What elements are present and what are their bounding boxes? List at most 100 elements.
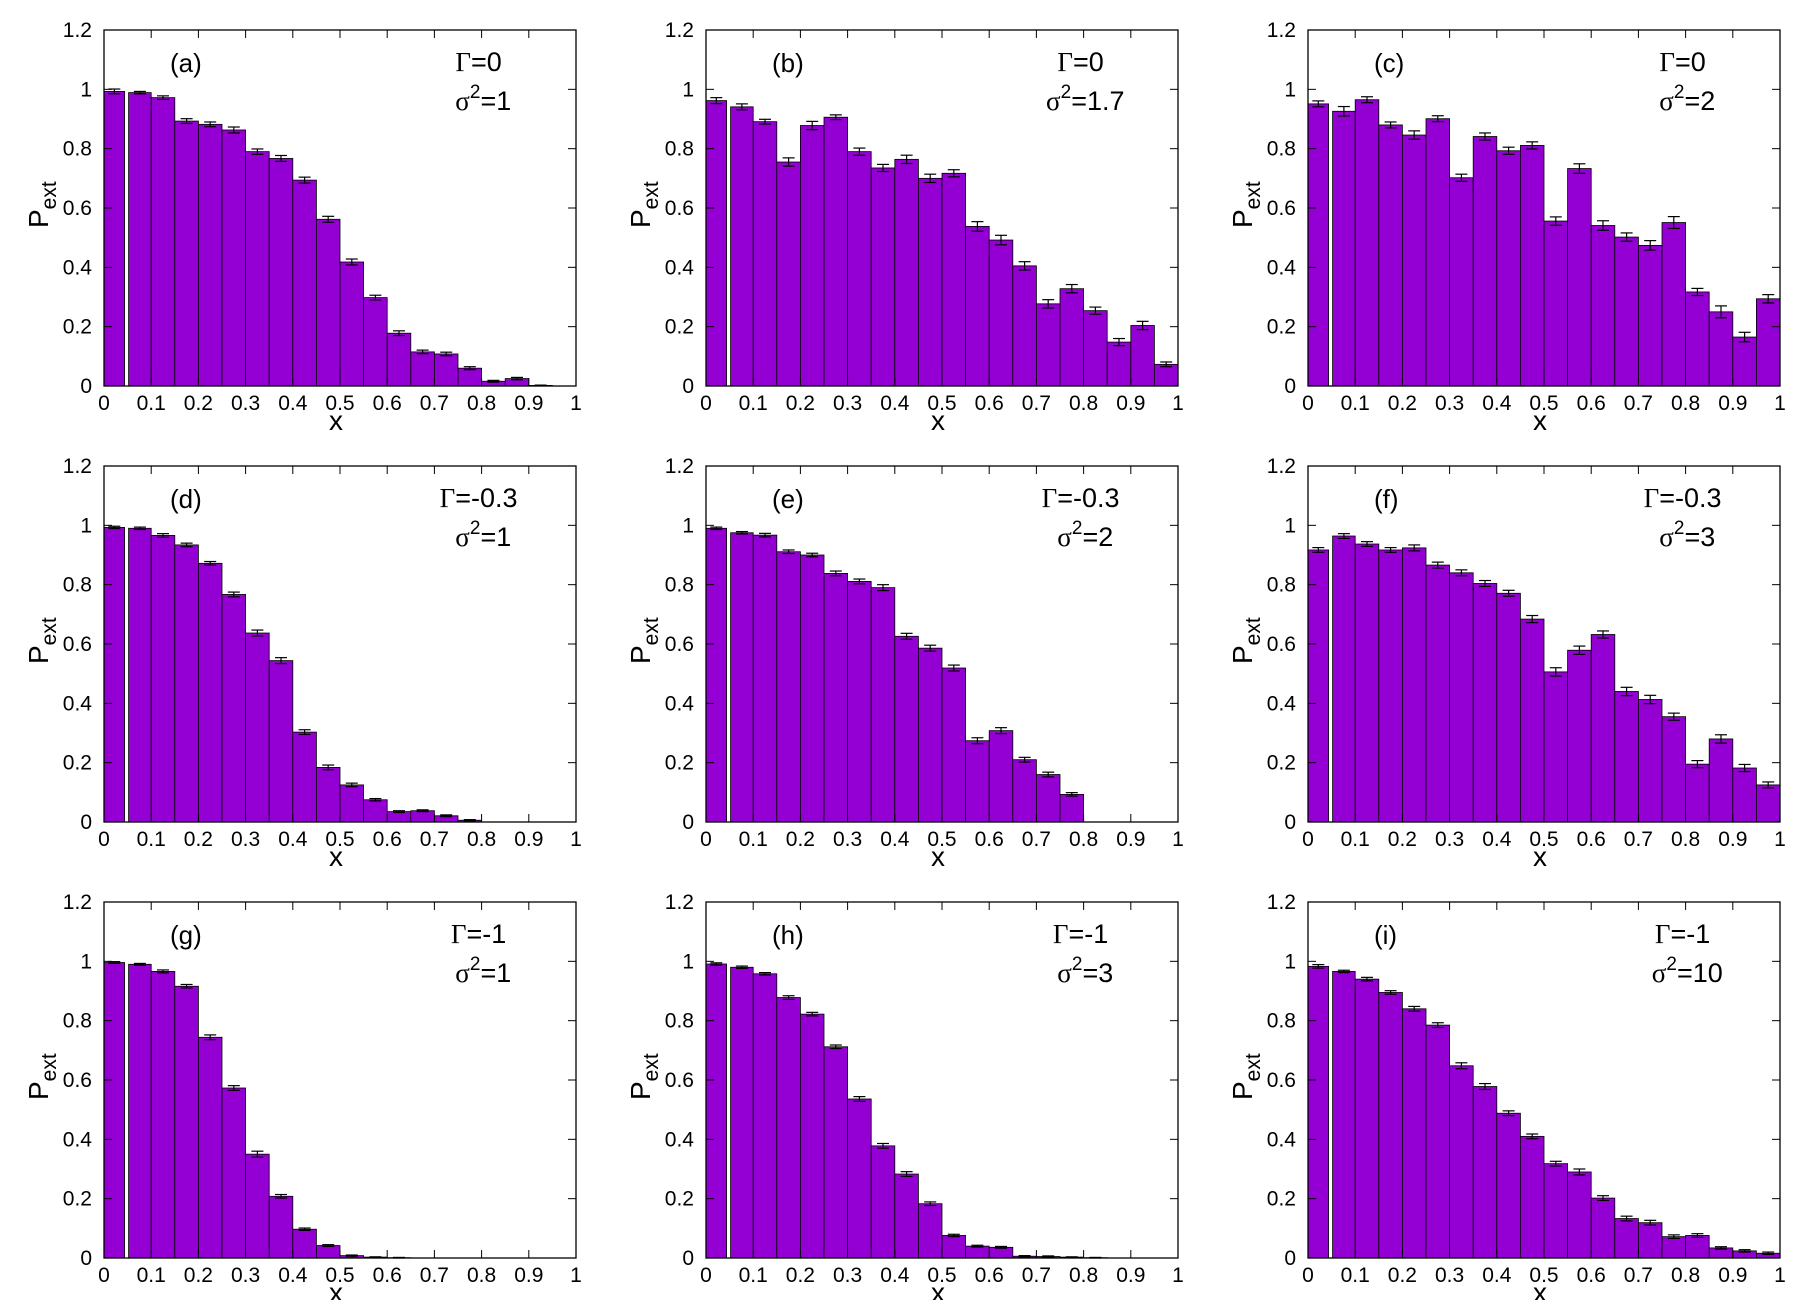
bar bbox=[1472, 136, 1498, 387]
panel-h: 0 0.1 0.2 0.3 0.4 0.5 0.6 0.7 0.8 0.9 1 0 0.2 0.4 0.6 0… bbox=[625, 891, 1184, 1300]
x-tick-label: 1 bbox=[570, 392, 582, 415]
y-tick-label: 0.4 bbox=[63, 1128, 93, 1151]
bar bbox=[1354, 543, 1380, 823]
bar bbox=[988, 1246, 1014, 1259]
x-tick-label: 0.4 bbox=[880, 1264, 910, 1287]
bar bbox=[752, 121, 778, 387]
bar bbox=[941, 172, 967, 387]
x-tick-label: 0 bbox=[1302, 392, 1314, 415]
bar bbox=[315, 767, 341, 823]
bar bbox=[197, 123, 223, 387]
y-tick-label: 0 bbox=[682, 811, 694, 834]
y-axis-label: Pext bbox=[23, 181, 61, 228]
bar bbox=[1614, 1218, 1639, 1259]
bar bbox=[730, 532, 754, 823]
bar bbox=[847, 1098, 872, 1259]
x-tick-label: 0.1 bbox=[137, 392, 166, 415]
x-tick-label: 0.9 bbox=[1116, 1264, 1145, 1287]
bar bbox=[1685, 763, 1710, 823]
x-tick-label: 0.1 bbox=[137, 828, 166, 851]
bar bbox=[245, 1153, 270, 1259]
x-tick-label: 0.8 bbox=[1069, 1264, 1098, 1287]
bar bbox=[1614, 691, 1639, 823]
y-tick-label: 1.2 bbox=[1267, 19, 1296, 42]
x-axis-label: x bbox=[329, 1277, 343, 1300]
y-axis-label: Pext bbox=[625, 617, 663, 664]
bar bbox=[1332, 110, 1356, 387]
y-tick-label: 0.4 bbox=[1267, 1128, 1297, 1151]
bar bbox=[103, 91, 126, 387]
sigma-annotation: σ2=2 bbox=[1659, 82, 1715, 116]
y-tick-label: 0.4 bbox=[665, 256, 695, 279]
bar bbox=[988, 239, 1014, 387]
bar bbox=[1012, 759, 1037, 823]
bar bbox=[1036, 774, 1061, 823]
bar bbox=[894, 158, 919, 387]
bar bbox=[1732, 336, 1757, 387]
x-tick-label: 0.2 bbox=[1388, 1264, 1417, 1287]
y-tick-label: 0.4 bbox=[1267, 692, 1297, 715]
y-tick-label: 0 bbox=[1284, 1247, 1296, 1270]
panel-label: (b) bbox=[772, 48, 804, 78]
bar bbox=[339, 784, 365, 823]
gamma-annotation: Γ=-1 bbox=[1053, 919, 1108, 949]
panel-a: 0 0.1 0.2 0.3 0.4 0.5 0.6 0.7 0.8 0.9 1 0 0.2 0.4 0.6 0… bbox=[23, 19, 582, 436]
bar bbox=[1638, 699, 1663, 823]
x-tick-label: 0.3 bbox=[833, 828, 862, 851]
bar bbox=[1059, 794, 1085, 823]
x-tick-label: 0.8 bbox=[467, 828, 496, 851]
gamma-annotation: Γ=-0.3 bbox=[1644, 483, 1722, 513]
x-axis-label: x bbox=[931, 405, 945, 436]
x-tick-label: 0.9 bbox=[1116, 392, 1145, 415]
panel-label: (f) bbox=[1374, 484, 1399, 514]
y-tick-label: 0.2 bbox=[1267, 1188, 1296, 1211]
bar bbox=[1402, 1008, 1427, 1259]
bar bbox=[1590, 225, 1616, 387]
bar bbox=[752, 534, 778, 823]
bar bbox=[1378, 124, 1403, 387]
x-tick-label: 0.4 bbox=[1482, 828, 1512, 851]
y-axis-label: Pext bbox=[1227, 181, 1265, 228]
bar bbox=[1708, 738, 1734, 823]
bar bbox=[1307, 103, 1330, 387]
bar bbox=[221, 1087, 247, 1259]
bar bbox=[705, 527, 728, 823]
y-axis-label: Pext bbox=[23, 1053, 61, 1100]
bar bbox=[1449, 572, 1474, 823]
panel-b: 0 0.1 0.2 0.3 0.4 0.5 0.6 0.7 0.8 0.9 1 0 0.2 0.4 0.6 0… bbox=[625, 19, 1184, 436]
x-tick-label: 0.6 bbox=[373, 1264, 402, 1287]
x-tick-label: 1 bbox=[1774, 392, 1786, 415]
y-tick-label: 0.6 bbox=[1267, 197, 1296, 220]
y-tick-label: 1.2 bbox=[1267, 891, 1296, 914]
bar bbox=[433, 353, 459, 387]
bar bbox=[918, 647, 943, 823]
bar bbox=[776, 161, 801, 387]
x-tick-label: 0.4 bbox=[278, 828, 308, 851]
bar bbox=[103, 527, 126, 823]
bar bbox=[221, 594, 247, 823]
bar bbox=[245, 632, 270, 823]
bar bbox=[1449, 177, 1474, 387]
y-tick-label: 0.6 bbox=[63, 1069, 92, 1092]
bar bbox=[800, 125, 825, 387]
bar bbox=[705, 963, 728, 1259]
y-tick-label: 0 bbox=[80, 811, 92, 834]
bar bbox=[1496, 592, 1521, 823]
y-tick-label: 1 bbox=[1284, 950, 1296, 973]
bar bbox=[1661, 1236, 1687, 1259]
sigma-annotation: σ2=1 bbox=[455, 954, 511, 988]
x-tick-label: 0.2 bbox=[184, 392, 213, 415]
y-tick-label: 1 bbox=[1284, 514, 1296, 537]
y-tick-label: 0.6 bbox=[665, 633, 694, 656]
x-tick-label: 0.3 bbox=[1435, 392, 1464, 415]
x-axis-label: x bbox=[1533, 1277, 1547, 1300]
bar bbox=[730, 966, 754, 1259]
x-tick-label: 0.6 bbox=[373, 828, 402, 851]
x-tick-label: 0.2 bbox=[786, 828, 815, 851]
x-tick-label: 0.6 bbox=[975, 1264, 1004, 1287]
bar bbox=[363, 297, 388, 387]
x-tick-label: 0.1 bbox=[739, 828, 768, 851]
bar bbox=[386, 332, 412, 387]
bar bbox=[1567, 1171, 1592, 1259]
x-tick-label: 0 bbox=[1302, 1264, 1314, 1287]
